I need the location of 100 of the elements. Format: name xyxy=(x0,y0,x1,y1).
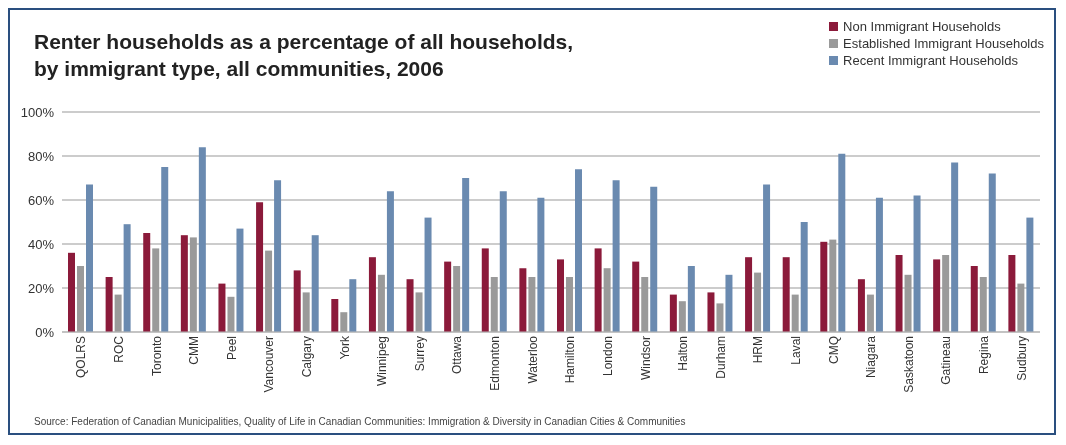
bar xyxy=(988,173,996,332)
bar xyxy=(499,191,507,332)
y-tick-label: 80% xyxy=(27,148,55,164)
bar xyxy=(537,197,545,332)
x-tick-label: Peel xyxy=(224,336,239,361)
bar xyxy=(528,277,536,332)
bar xyxy=(866,294,874,332)
bar xyxy=(227,296,235,332)
bar xyxy=(198,147,206,332)
bar xyxy=(123,224,131,332)
bar xyxy=(302,292,310,332)
legend-label: Established Immigrant Households xyxy=(842,35,1044,52)
x-tick-label: CMQ xyxy=(826,336,841,364)
legend-label: Non Immigrant Households xyxy=(842,18,1002,35)
bar xyxy=(490,277,498,332)
bar xyxy=(218,283,226,332)
bar xyxy=(1008,255,1016,332)
bar xyxy=(603,268,611,332)
bar xyxy=(838,153,846,332)
x-tick-label: Toronto xyxy=(149,335,164,377)
x-tick-label: QOLRS xyxy=(74,336,89,379)
bar xyxy=(1026,217,1034,332)
x-tick-label: Halton xyxy=(676,336,691,371)
bar xyxy=(650,186,658,332)
bar xyxy=(86,184,93,332)
bar xyxy=(725,274,733,332)
bar xyxy=(481,248,489,332)
x-tick-label: Calgary xyxy=(300,336,315,378)
bar xyxy=(386,191,394,332)
bar xyxy=(669,294,677,332)
x-tick-label: ROC xyxy=(111,335,126,363)
y-tick-label: 0% xyxy=(35,324,55,340)
x-tick-label: Niagara xyxy=(864,335,879,379)
bar xyxy=(782,257,790,332)
bar xyxy=(632,261,640,332)
x-tick-label: Gatineau xyxy=(939,336,954,385)
bar xyxy=(707,292,715,332)
bar xyxy=(557,259,564,332)
bar xyxy=(415,292,423,332)
x-tick-label: Sudbury xyxy=(1014,336,1029,381)
x-tick-label: Waterloo xyxy=(525,335,540,384)
x-tick-label: Vancouver xyxy=(262,336,277,393)
bar xyxy=(236,228,244,332)
bar xyxy=(331,299,339,332)
bar xyxy=(311,235,319,332)
bar xyxy=(1017,283,1025,332)
bar xyxy=(68,252,75,332)
bar xyxy=(406,279,414,332)
bar xyxy=(763,184,771,332)
bar xyxy=(716,303,724,332)
bar xyxy=(612,180,620,332)
bar xyxy=(979,277,987,332)
x-tick-label: HRM xyxy=(751,336,766,364)
legend-label: Recent Immigrant Households xyxy=(842,52,1019,69)
x-tick-label: Winnipeg xyxy=(375,336,390,387)
bar xyxy=(970,266,978,332)
bar xyxy=(820,241,828,332)
bar xyxy=(913,195,921,332)
y-tick-label: 100% xyxy=(20,104,55,120)
bar xyxy=(641,277,649,332)
bar xyxy=(105,277,113,332)
bar xyxy=(274,180,282,332)
bar xyxy=(444,261,452,332)
chart-title: Renter households as a percentage of all households, by immigrant type, all communities, 2006 xyxy=(34,29,574,82)
bar xyxy=(951,162,959,332)
bar xyxy=(519,268,527,332)
bar xyxy=(745,257,753,332)
bar xyxy=(875,197,883,332)
bar xyxy=(377,274,385,332)
bar xyxy=(256,202,264,332)
x-tick-label: Regina xyxy=(977,335,992,375)
bar xyxy=(566,277,573,332)
x-tick-label: Saskatoon xyxy=(901,336,916,393)
bar xyxy=(424,217,432,332)
bar xyxy=(349,279,357,332)
x-tick-label: Ottawa xyxy=(450,335,465,375)
bar xyxy=(368,257,376,332)
bar xyxy=(462,178,470,332)
bar xyxy=(800,222,808,332)
bar xyxy=(857,279,865,332)
bar xyxy=(895,255,903,332)
bar xyxy=(152,248,160,332)
x-tick-label: Durham xyxy=(713,336,728,379)
bar xyxy=(754,272,762,332)
x-tick-label: York xyxy=(337,335,352,360)
bar xyxy=(575,169,582,332)
x-tick-label: Edmonton xyxy=(488,336,503,391)
bar xyxy=(180,235,188,332)
bar xyxy=(189,237,197,332)
x-tick-label: Surrey xyxy=(412,336,427,372)
y-tick-label: 20% xyxy=(27,280,55,296)
bar xyxy=(829,239,837,332)
bar xyxy=(143,233,151,332)
bar xyxy=(687,266,695,332)
bar xyxy=(265,250,273,332)
bar xyxy=(340,312,348,332)
bar xyxy=(904,274,912,332)
x-tick-label: Laval xyxy=(789,336,804,365)
bar xyxy=(933,259,941,332)
source-note: Source: Federation of Canadian Municipalities, Quality of Life in Canadian Communities: Immigration & Diversity in Canadian Cities & Communities xyxy=(34,416,686,427)
